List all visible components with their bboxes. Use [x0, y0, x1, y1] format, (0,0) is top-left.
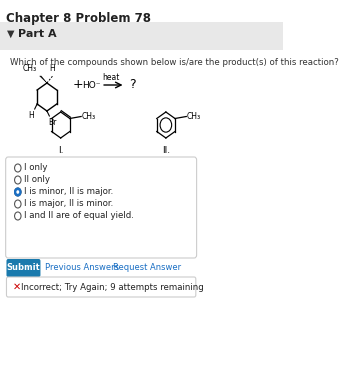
Text: HO⁻: HO⁻: [83, 80, 101, 89]
Text: H: H: [28, 111, 34, 120]
Text: Which of the compounds shown below is/are the product(s) of this reaction?: Which of the compounds shown below is/ar…: [10, 58, 338, 67]
Text: heat: heat: [102, 73, 120, 82]
Circle shape: [15, 188, 21, 196]
Text: Previous Answers: Previous Answers: [44, 264, 119, 273]
Text: ✕: ✕: [13, 282, 21, 292]
FancyBboxPatch shape: [0, 22, 283, 50]
Text: I is major, II is minor.: I is major, II is minor.: [24, 200, 113, 209]
FancyBboxPatch shape: [6, 259, 41, 277]
Text: H: H: [49, 64, 55, 73]
Text: I only: I only: [24, 163, 48, 172]
Text: Incorrect; Try Again; 9 attempts remaining: Incorrect; Try Again; 9 attempts remaini…: [21, 282, 204, 291]
Text: Submit: Submit: [7, 264, 40, 273]
Text: I.: I.: [58, 146, 63, 155]
FancyBboxPatch shape: [6, 157, 197, 258]
Text: ?: ?: [130, 78, 136, 92]
Text: CH₃: CH₃: [187, 112, 201, 121]
Text: CH₃: CH₃: [23, 64, 37, 73]
Text: Chapter 8 Problem 78: Chapter 8 Problem 78: [6, 12, 152, 25]
Text: II only: II only: [24, 176, 50, 184]
Polygon shape: [40, 76, 47, 83]
Text: I and II are of equal yield.: I and II are of equal yield.: [24, 211, 134, 220]
FancyBboxPatch shape: [6, 277, 196, 297]
Text: ▼: ▼: [6, 29, 14, 39]
Text: Br: Br: [49, 118, 57, 127]
Text: Part A: Part A: [18, 29, 56, 39]
Text: II.: II.: [162, 146, 170, 155]
Text: I is minor, II is major.: I is minor, II is major.: [24, 188, 113, 197]
Text: Request Answer: Request Answer: [113, 264, 181, 273]
Text: CH₃: CH₃: [82, 112, 96, 121]
Text: +: +: [73, 78, 83, 92]
Circle shape: [16, 190, 19, 194]
